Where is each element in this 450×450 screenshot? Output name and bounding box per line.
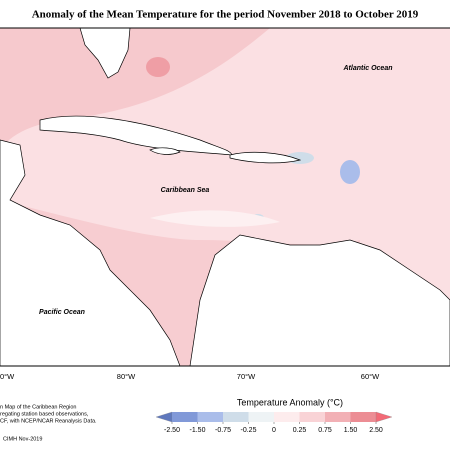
- map-title: Anomaly of the Mean Temperature for the …: [32, 9, 419, 21]
- warm-anomaly: [146, 57, 170, 77]
- colorbar: -2.50 -1.50 -0.75 -0.25 0 0.25 0.75 1.50 2.50: [155, 411, 393, 434]
- longitude-label: 80°W: [117, 372, 136, 381]
- credit: CIMH Nov-2019: [3, 436, 42, 442]
- map-area: Atlantic Ocean Caribbean Sea Pacific Oce…: [0, 27, 450, 367]
- colorbar-tick-label: 0: [272, 427, 276, 434]
- colorbar-segment: [325, 412, 351, 422]
- colorbar-tick-label: 2.50: [369, 427, 383, 434]
- colorbar-extend: [375, 411, 393, 423]
- footnote: regating station based observations,: [0, 411, 89, 417]
- colorbar-tick-label: -0.25: [241, 427, 257, 434]
- colorbar-segment: [197, 412, 223, 422]
- hispaniola: [229, 151, 302, 164]
- colorbar-title: Temperature Anomaly (°C): [237, 397, 343, 407]
- colorbar-segment: [299, 412, 325, 422]
- colorbar-segment: [248, 412, 274, 422]
- longitude-label: 0°W: [0, 372, 15, 381]
- longitude-label: 60°W: [361, 372, 380, 381]
- cool-anomaly: [340, 160, 360, 184]
- jamaica: [149, 147, 181, 155]
- florida: [79, 27, 131, 79]
- colorbar-segment: [274, 412, 300, 422]
- colorbar-tick-label: -1.50: [190, 427, 206, 434]
- warm-anomaly: [0, 28, 270, 150]
- ocean-label: Pacific Ocean: [39, 309, 85, 316]
- longitude-label: 70°W: [237, 372, 256, 381]
- ocean-label: Atlantic Ocean: [342, 65, 392, 72]
- colorbar-segment: [350, 412, 376, 422]
- colorbar-tick-label: 1.50: [344, 427, 358, 434]
- colorbar-tick-label: 0.25: [293, 427, 307, 434]
- colorbar-tick-label: 0.75: [318, 427, 332, 434]
- footnote: n Map of the Caribbean Region: [0, 404, 76, 410]
- central-america: [0, 139, 181, 367]
- colorbar-segment: [172, 412, 198, 422]
- colorbar-segment: [223, 412, 249, 422]
- south-america: [189, 234, 450, 367]
- footnote: CF, with NCEP/NCAR Reanalysis Data.: [0, 418, 97, 424]
- colorbar-tick-label: -0.75: [215, 427, 231, 434]
- colorbar-tick-label: -2.50: [164, 427, 180, 434]
- neutral-anomaly: [150, 210, 280, 227]
- ocean-label: Caribbean Sea: [161, 187, 210, 194]
- colorbar-extend: [155, 411, 173, 423]
